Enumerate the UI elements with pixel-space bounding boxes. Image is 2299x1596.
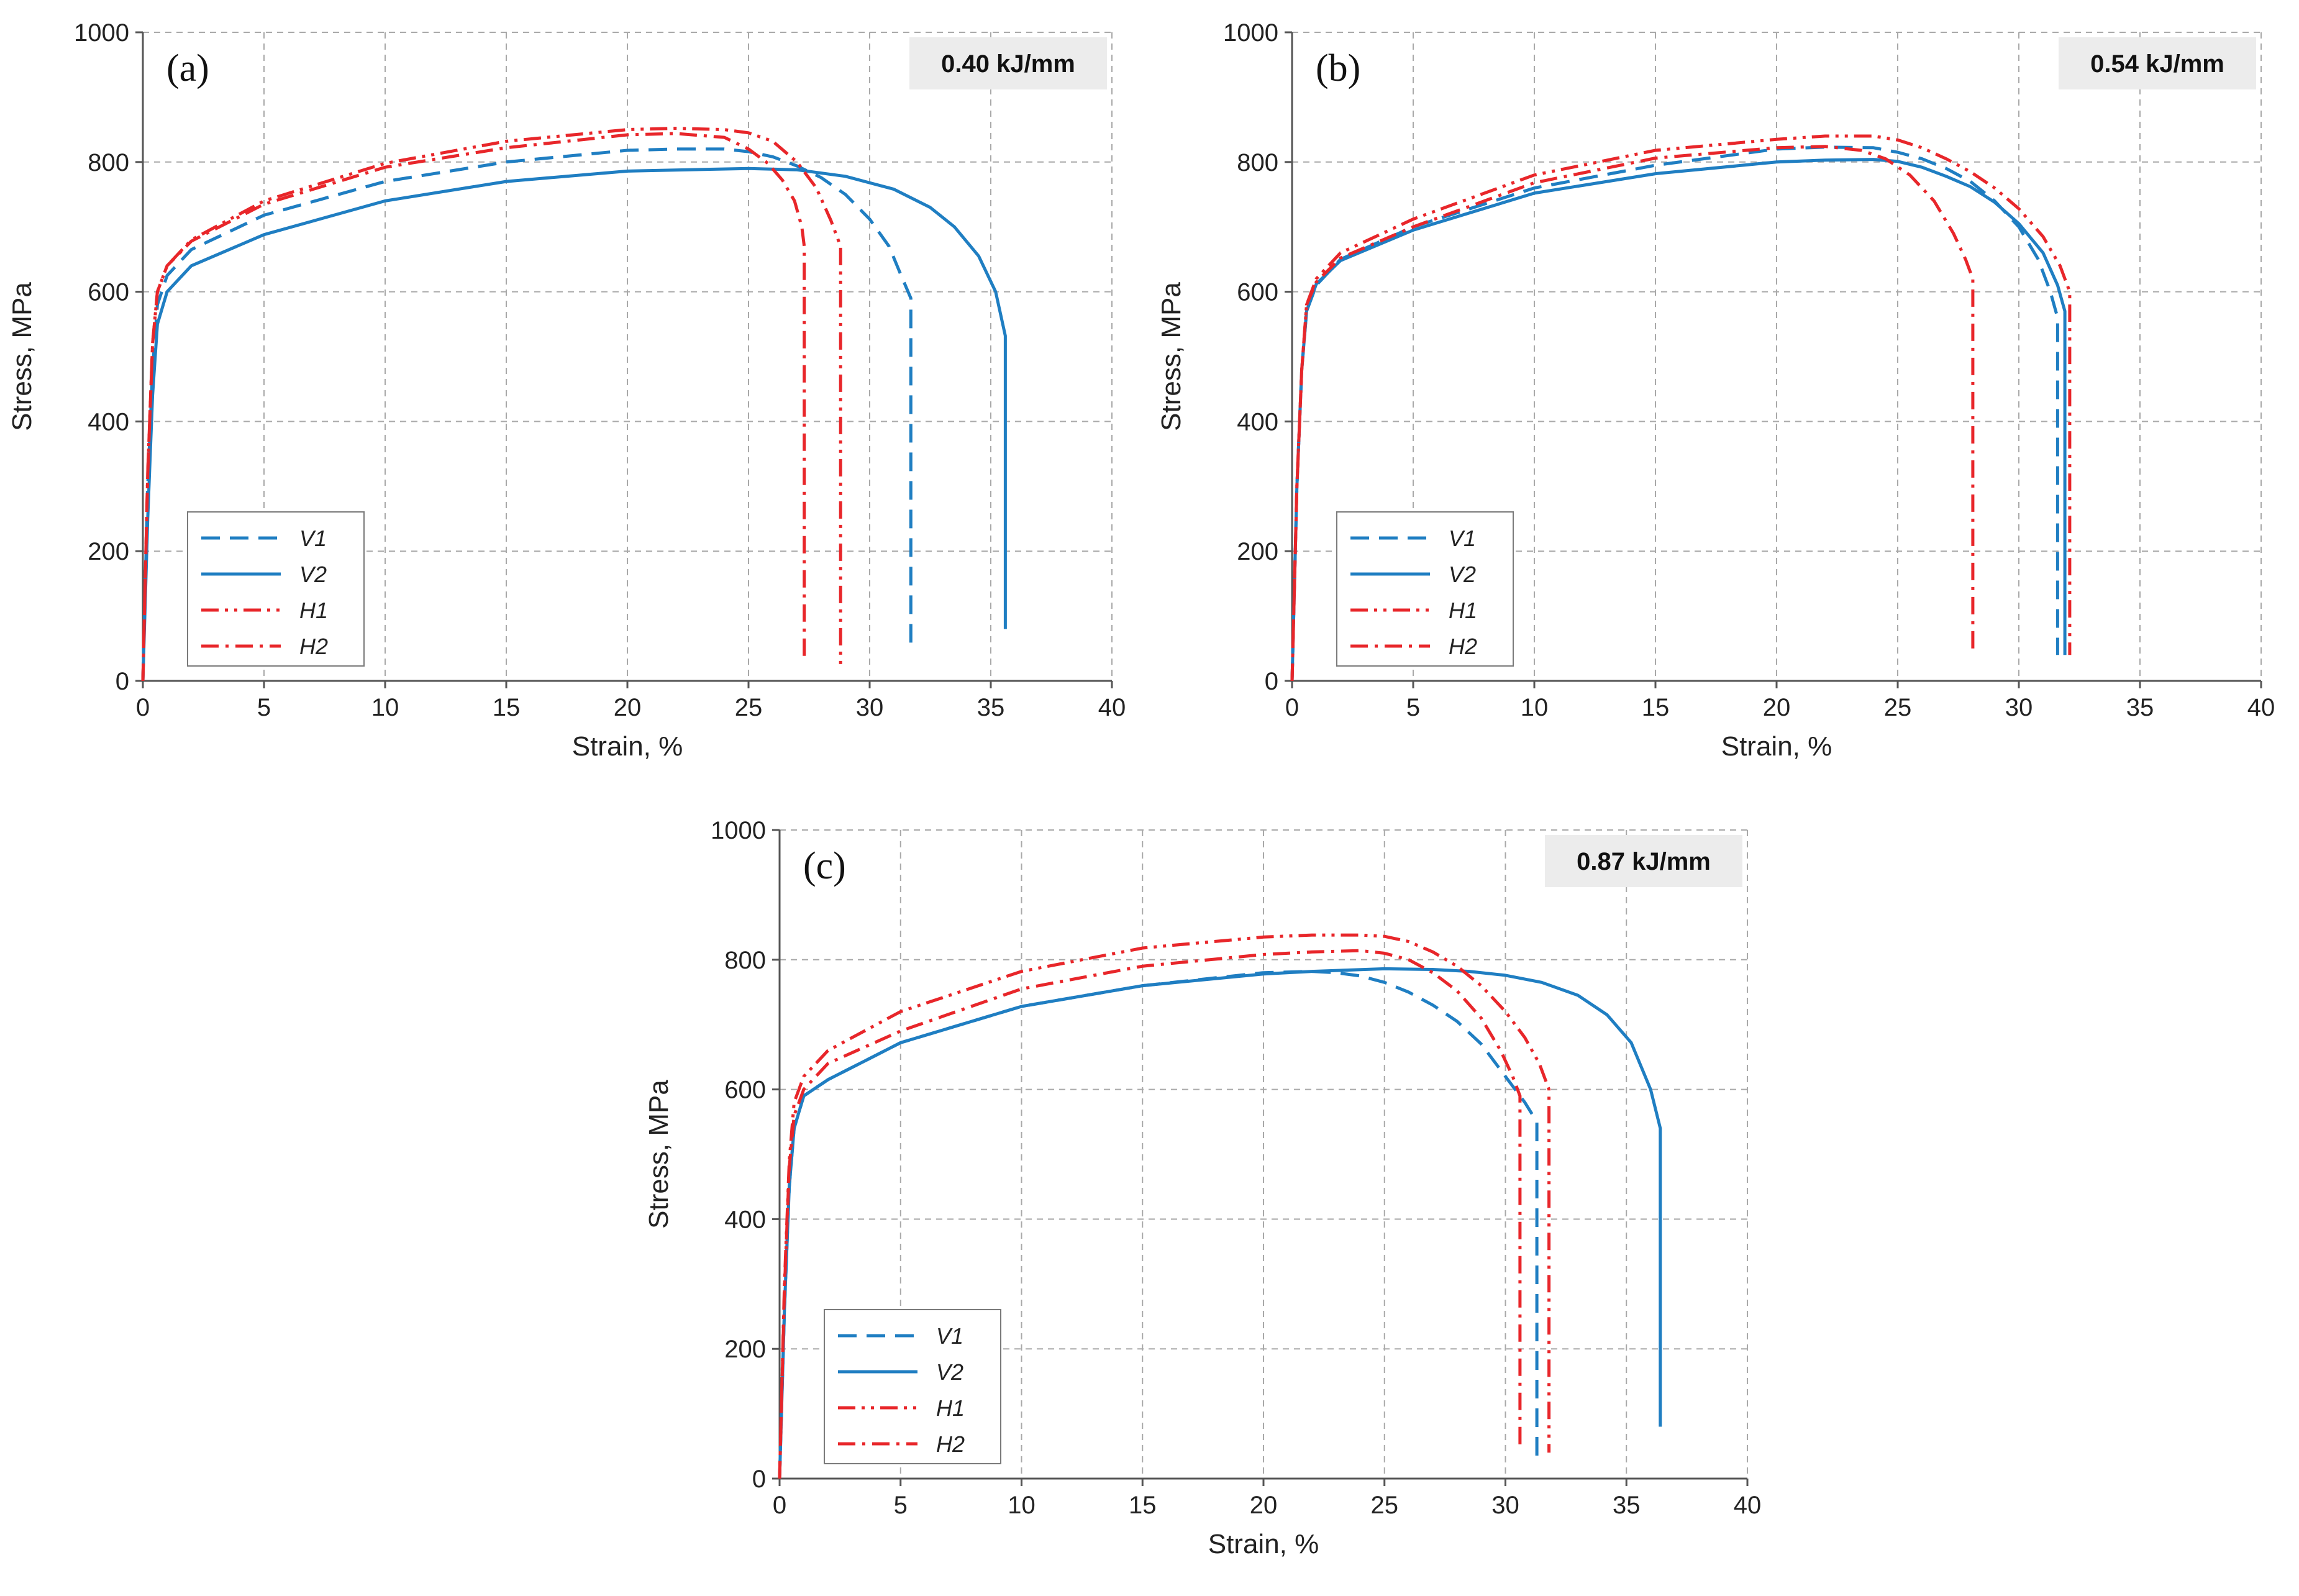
legend-label-h1: H1: [1449, 598, 1477, 623]
legend-label-h1: H1: [299, 598, 328, 623]
y-axis-title: Stress, MPa: [644, 1080, 674, 1229]
chart-panel-b: 0 5 10 15 20 25 30 35 4002004006008001000Strain,…: [1156, 19, 2275, 762]
legend-box: [187, 511, 365, 667]
y-tick-label: 600: [724, 1077, 766, 1104]
series-line-h2: [778, 949, 1522, 1479]
x-tick-label: 30: [1491, 1492, 1519, 1519]
heat-input-label: 0.40 kJ/mm: [941, 50, 1075, 78]
legend-label-h2: H2: [1449, 634, 1477, 659]
x-tick-label: 0: [136, 694, 150, 721]
y-tick-label: 200: [1237, 538, 1278, 565]
panel-label: (a): [166, 47, 209, 89]
grid: [143, 32, 1113, 681]
grid: [780, 829, 1748, 1479]
series-line-h1: [778, 933, 1551, 1479]
x-tick-label: 25: [1884, 694, 1912, 721]
x-tick-label: 15: [493, 694, 521, 721]
x-tick-label: 10: [371, 694, 399, 721]
heat-input-label: 0.54 kJ/mm: [2090, 50, 2224, 78]
x-tick-label: 35: [1613, 1492, 1641, 1519]
x-tick-label: 15: [1129, 1492, 1157, 1519]
legend-label-v2: V2: [936, 1359, 963, 1385]
series-line-h2: [141, 132, 806, 682]
y-tick-label: 1000: [711, 817, 766, 844]
y-tick-label: 600: [1237, 279, 1278, 306]
y-tick-label: 0: [752, 1466, 766, 1493]
chart-panel-c: 0 5 10 15 20 25 30 35 4002004006008001000Strain,…: [644, 817, 1762, 1559]
panel-label: (c): [803, 845, 846, 887]
legend-box: [1336, 511, 1514, 667]
legend-label-h2: H2: [299, 634, 328, 659]
heat-input-box: [1545, 835, 1742, 887]
x-tick-label: 5: [1406, 694, 1420, 721]
series-group: [778, 933, 1662, 1479]
panel-label: (b): [1316, 47, 1360, 89]
heat-input-box: [2059, 37, 2256, 89]
x-tick-label: 10: [1521, 694, 1549, 721]
chart-panel-a: 0 5 10 15 20 25 30 35 4002004006008001000Strain,…: [7, 19, 1126, 762]
x-axis-title: Strain, %: [1721, 731, 1832, 762]
x-axis-title: Strain, %: [1208, 1529, 1319, 1559]
heat-input-box: [909, 37, 1107, 89]
x-tick-label: 40: [1098, 694, 1126, 721]
grid: [1292, 32, 2262, 681]
y-tick-label: 400: [1237, 408, 1278, 435]
x-tick-label: 30: [2005, 694, 2033, 721]
x-tick-label: 25: [1371, 1492, 1399, 1519]
legend-label-h2: H2: [936, 1431, 965, 1457]
legend-box: [824, 1309, 1001, 1464]
x-tick-label: 20: [614, 694, 642, 721]
x-tick-label: 5: [894, 1492, 908, 1519]
series-group: [141, 127, 1007, 682]
y-axis-title: Stress, MPa: [1156, 282, 1186, 431]
x-tick-label: 5: [257, 694, 271, 721]
series-group: [1290, 134, 2072, 682]
y-tick-label: 400: [88, 408, 129, 435]
legend: V1 V2 H1 H2: [1336, 511, 1514, 667]
y-tick-label: 1000: [74, 19, 129, 47]
series-line-v2: [778, 967, 1662, 1479]
x-tick-label: 10: [1008, 1492, 1036, 1519]
y-tick-label: 800: [724, 947, 766, 974]
x-tick-label: 30: [856, 694, 884, 721]
legend-label-v2: V2: [1449, 562, 1476, 587]
y-tick-label: 600: [88, 279, 129, 306]
y-tick-label: 800: [88, 149, 129, 176]
y-tick-label: 0: [116, 668, 129, 695]
x-tick-label: 40: [2247, 694, 2275, 721]
y-tick-label: 200: [724, 1336, 766, 1363]
legend: V1 V2 H1 H2: [187, 511, 365, 667]
x-tick-label: 35: [2126, 694, 2154, 721]
x-tick-label: 20: [1763, 694, 1791, 721]
legend-label-v2: V2: [299, 562, 327, 587]
y-tick-label: 200: [88, 538, 129, 565]
x-tick-label: 35: [977, 694, 1005, 721]
y-tick-label: 400: [724, 1206, 766, 1233]
x-tick-label: 15: [1642, 694, 1670, 721]
legend-label-h1: H1: [936, 1395, 965, 1421]
series-line-v2: [141, 166, 1007, 682]
y-tick-label: 800: [1237, 149, 1278, 176]
legend-label-v1: V1: [1449, 526, 1476, 551]
x-tick-label: 0: [1285, 694, 1299, 721]
x-tick-label: 0: [773, 1492, 786, 1519]
series-line-v1: [141, 147, 913, 682]
x-axis-title: Strain, %: [572, 731, 683, 762]
series-line-v2: [1290, 158, 2067, 682]
legend-label-v1: V1: [936, 1323, 963, 1349]
y-axis-title: Stress, MPa: [7, 282, 37, 431]
legend-label-v1: V1: [299, 526, 327, 551]
y-tick-label: 1000: [1223, 19, 1278, 47]
y-tick-label: 0: [1265, 668, 1278, 695]
heat-input-label: 0.87 kJ/mm: [1577, 848, 1711, 875]
x-tick-label: 40: [1734, 1492, 1762, 1519]
x-tick-label: 20: [1250, 1492, 1278, 1519]
legend: V1 V2 H1 H2: [824, 1309, 1001, 1464]
series-line-h2: [1290, 145, 1975, 682]
x-tick-label: 25: [735, 694, 763, 721]
